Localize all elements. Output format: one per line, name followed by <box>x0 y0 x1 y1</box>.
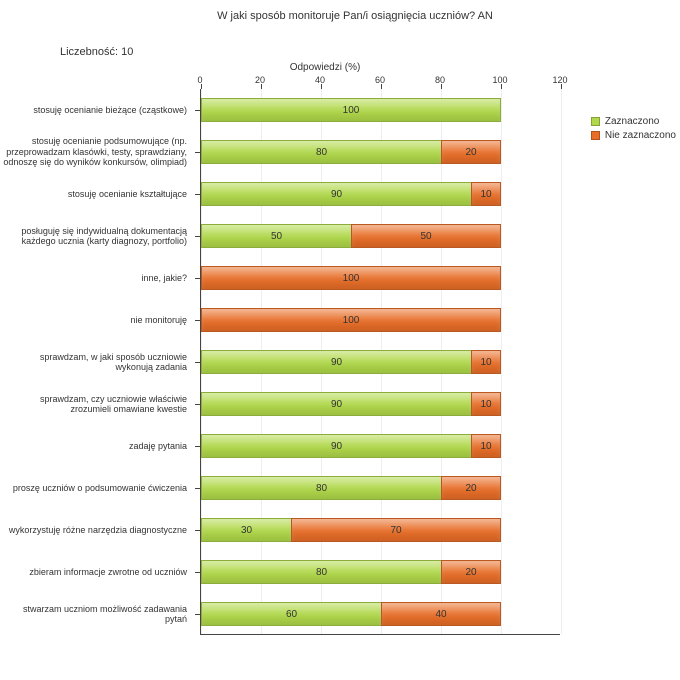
bar-segment: 60 <box>201 602 381 626</box>
bar-segment: 100 <box>201 266 501 290</box>
x-axis-label: Odpowiedzi (%) <box>0 62 680 73</box>
x-tick-label: 0 <box>197 75 202 85</box>
category-label: posługuję się indywidualną dokumentacją … <box>0 226 195 247</box>
category-label: zbieram informacje zwrotne od uczniów <box>0 567 195 577</box>
chart-subtitle: Liczebność: 10 <box>0 46 680 58</box>
bar: 9010 <box>201 350 560 374</box>
bars-area: 1008020901050501001009010901090108020307… <box>200 89 560 635</box>
bar-segment: 10 <box>471 350 501 374</box>
bar-segment: 30 <box>201 518 291 542</box>
chart-root: W jaki sposób monitoruje Pan/i osiągnięc… <box>0 0 680 680</box>
bar-segment: 70 <box>291 518 501 542</box>
bar-segment: 80 <box>201 140 441 164</box>
category-label: nie monitoruję <box>0 315 195 325</box>
y-labels-column: stosuję ocenianie bieżące (cząstkowe) sto… <box>0 75 200 635</box>
category-label: stosuję ocenianie bieżące (cząstkowe) <box>0 105 195 115</box>
plot-column: 020406080100120 100802090105050100100901… <box>200 75 560 635</box>
category-label: wykorzystuję różne narzędzia diagnostycz… <box>0 525 195 535</box>
chart-title: W jaki sposób monitoruje Pan/i osiągnięc… <box>0 10 680 22</box>
x-tick-label: 20 <box>255 75 265 85</box>
bar: 100 <box>201 266 560 290</box>
category-label: stosuję ocenianie podsumowujące (np. prz… <box>0 136 195 167</box>
x-ticks: 020406080100120 <box>200 75 560 89</box>
bar-segment: 100 <box>201 98 501 122</box>
bar: 8020 <box>201 140 560 164</box>
category-label: inne, jakie? <box>0 273 195 283</box>
bar-segment: 90 <box>201 434 471 458</box>
category-label: sprawdzam, w jaki sposób uczniowie wykon… <box>0 352 195 373</box>
x-tick-label: 100 <box>492 75 507 85</box>
bar: 8020 <box>201 560 560 584</box>
bar-segment: 10 <box>471 182 501 206</box>
category-label: zadaję pytania <box>0 441 195 451</box>
bar-segment: 50 <box>351 224 501 248</box>
bar-segment: 80 <box>201 476 441 500</box>
bar: 8020 <box>201 476 560 500</box>
bar-segment: 10 <box>471 392 501 416</box>
bar: 9010 <box>201 392 560 416</box>
x-tick-label: 40 <box>315 75 325 85</box>
x-tick-label: 120 <box>552 75 567 85</box>
bar: 5050 <box>201 224 560 248</box>
bar-segment: 90 <box>201 350 471 374</box>
bar-segment: 20 <box>441 560 501 584</box>
category-label: stwarzam uczniom możliwość zadawania pyt… <box>0 604 195 625</box>
x-tick-label: 60 <box>375 75 385 85</box>
category-label: stosuję ocenianie kształtujące <box>0 189 195 199</box>
bar-segment: 40 <box>381 602 501 626</box>
bar-segment: 90 <box>201 392 471 416</box>
bar: 100 <box>201 98 560 122</box>
category-label: proszę uczniów o podsumowanie ćwiczenia <box>0 483 195 493</box>
bar: 9010 <box>201 434 560 458</box>
plot-area: stosuję ocenianie bieżące (cząstkowe) sto… <box>0 75 680 635</box>
category-label: sprawdzam, czy uczniowie właściwie zrozu… <box>0 394 195 415</box>
bar-segment: 50 <box>201 224 351 248</box>
x-tick-label: 80 <box>435 75 445 85</box>
bar-segment: 20 <box>441 140 501 164</box>
bar: 100 <box>201 308 560 332</box>
bar-segment: 90 <box>201 182 471 206</box>
bar-segment: 100 <box>201 308 501 332</box>
bar-segment: 20 <box>441 476 501 500</box>
bar-segment: 80 <box>201 560 441 584</box>
bar: 6040 <box>201 602 560 626</box>
bar-segment: 10 <box>471 434 501 458</box>
bar: 3070 <box>201 518 560 542</box>
bar: 9010 <box>201 182 560 206</box>
